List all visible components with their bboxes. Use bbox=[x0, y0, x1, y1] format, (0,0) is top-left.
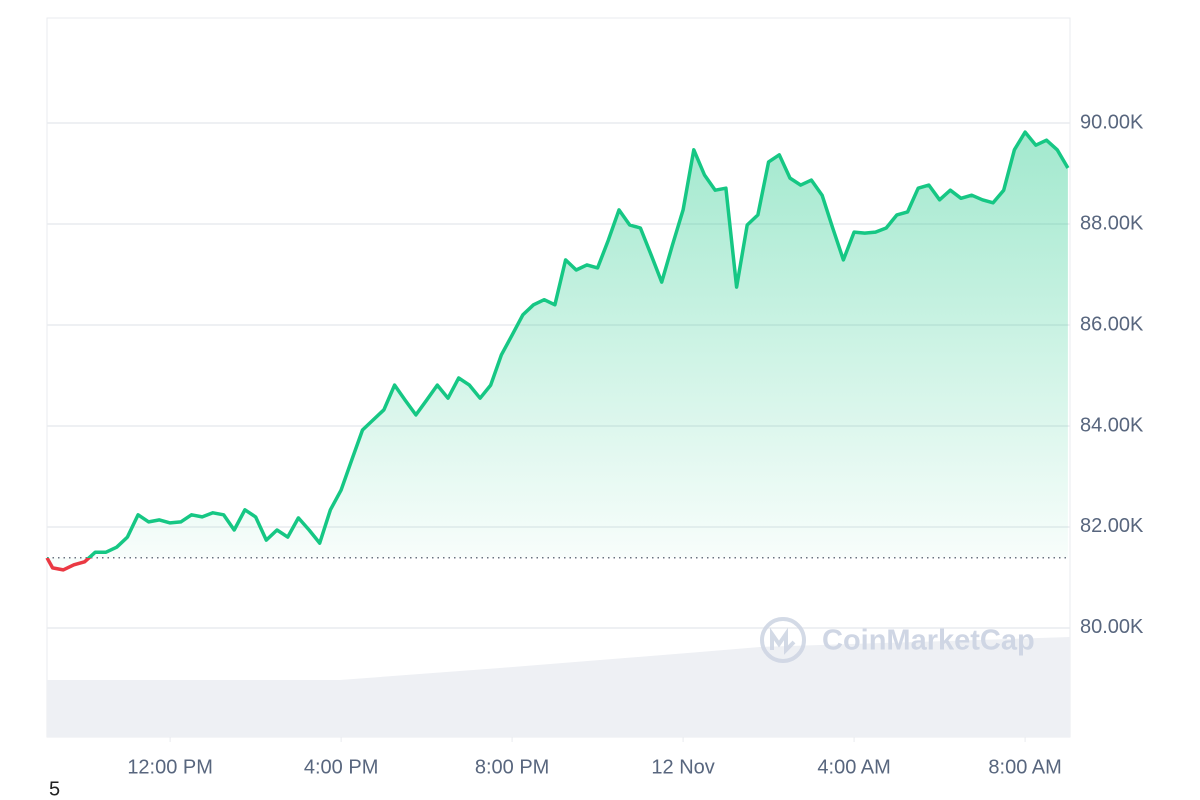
y-tick-label: 80.00K bbox=[1080, 616, 1144, 638]
x-tick-label: 8:00 PM bbox=[475, 756, 549, 778]
footnote: 5 bbox=[49, 778, 60, 800]
x-tick-label: 12 Nov bbox=[651, 756, 714, 778]
y-tick-label: 82.00K bbox=[1080, 515, 1144, 537]
watermark-logo bbox=[760, 617, 806, 663]
x-tick-label: 4:00 PM bbox=[304, 756, 378, 778]
y-tick-label: 84.00K bbox=[1080, 414, 1144, 436]
x-tick-label: 12:00 PM bbox=[127, 756, 213, 778]
y-tick-label: 90.00K bbox=[1080, 111, 1144, 133]
watermark: CoinMarketCap bbox=[822, 625, 1035, 657]
price-area bbox=[47, 132, 1068, 570]
x-tick-label: 8:00 AM bbox=[988, 756, 1061, 778]
x-tick-label: 4:00 AM bbox=[817, 756, 890, 778]
y-tick-label: 88.00K bbox=[1080, 212, 1144, 234]
axes: 80.00K 82.00K 84.00K 86.00K 88.00K 90.00K 12:0… bbox=[127, 111, 1144, 778]
price-line bbox=[45, 130, 1070, 572]
y-tick-label: 86.00K bbox=[1080, 313, 1144, 335]
plot bbox=[45, 130, 1070, 572]
volume-area bbox=[47, 637, 1070, 737]
